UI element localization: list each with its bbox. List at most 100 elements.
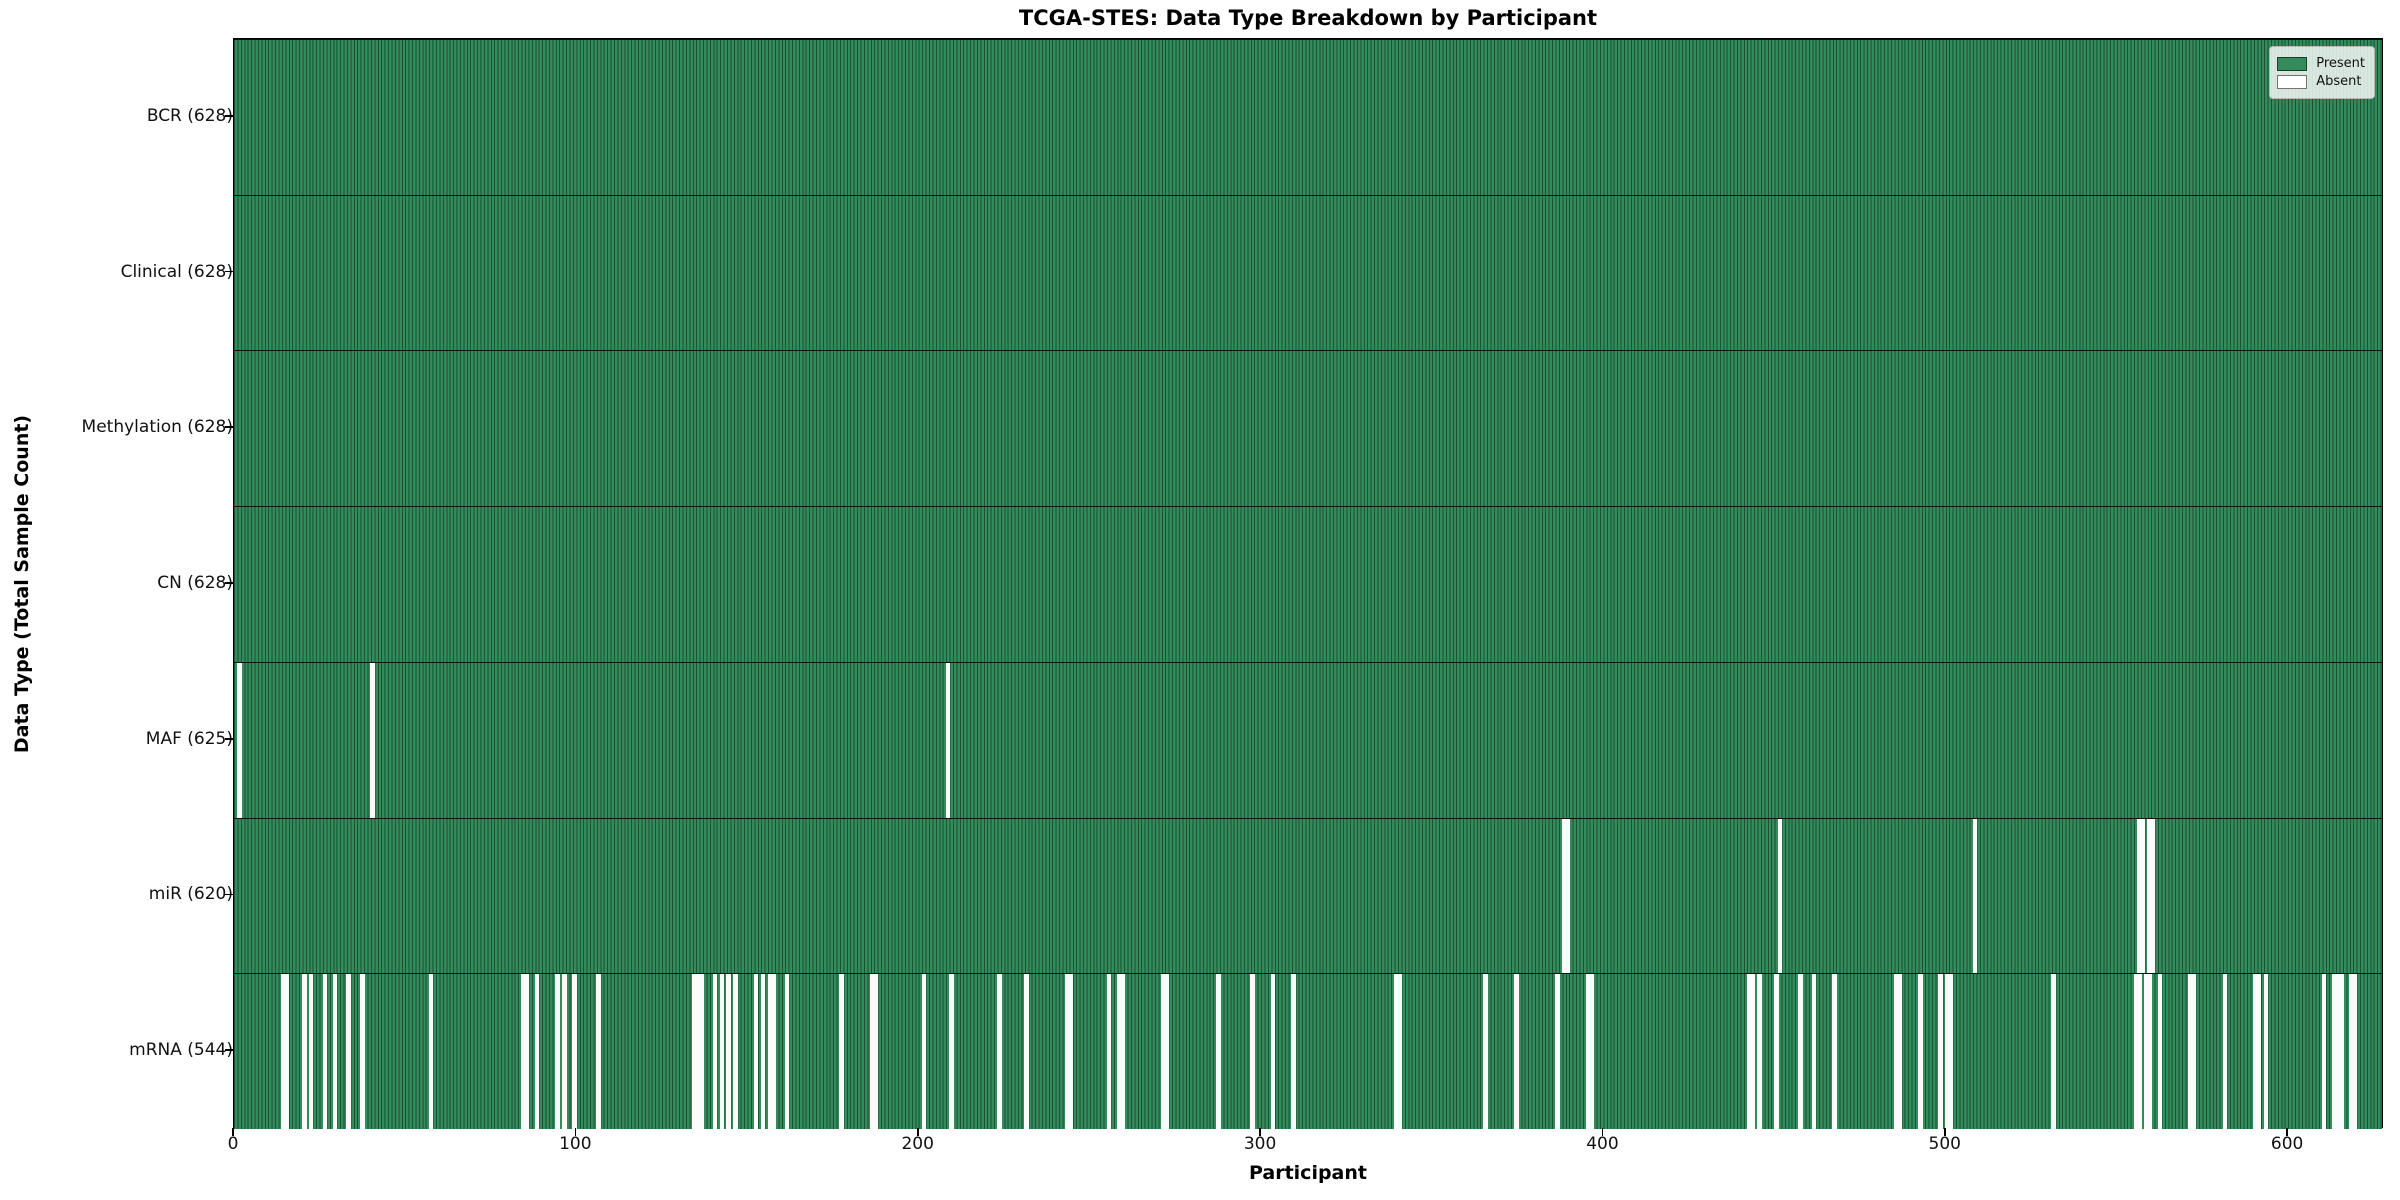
absent-stripe	[949, 974, 954, 1129]
absent-stripe	[534, 974, 540, 1129]
legend: Present Absent	[2269, 46, 2375, 99]
absent-stripe	[1774, 974, 1779, 1129]
absent-stripe	[873, 974, 879, 1129]
absent-stripe	[712, 974, 718, 1129]
absent-stripe	[921, 974, 927, 1129]
absent-stripe	[236, 662, 242, 818]
xtick-mark	[574, 1128, 577, 1136]
absent-stripe	[360, 974, 365, 1129]
absent-stripe	[1746, 974, 1752, 1129]
absent-stripe	[2253, 974, 2258, 1129]
ytick-mark	[225, 426, 233, 429]
absent-stripe	[1897, 974, 1902, 1129]
absent-stripe	[692, 974, 697, 1129]
absent-stripe	[733, 974, 738, 1129]
absent-stripe	[839, 974, 845, 1129]
absent-stripe	[2137, 818, 2142, 974]
row-mir	[234, 817, 2382, 974]
xtick-mark	[232, 1128, 234, 1136]
absent-stripe	[870, 974, 875, 1129]
row-clinical	[234, 194, 2382, 351]
absent-stripe	[2335, 974, 2341, 1129]
absent-stripe	[945, 662, 951, 818]
xtick-mark	[1601, 1128, 1604, 1136]
absent-stripe	[322, 974, 328, 1129]
absent-stripe	[2150, 818, 2156, 974]
absent-stripe	[1397, 974, 1403, 1129]
absent-stripe	[996, 974, 1002, 1129]
absent-stripe	[2188, 974, 2193, 1129]
absent-stripe	[572, 974, 578, 1129]
absent-stripe	[1893, 974, 1899, 1129]
ytick-mark	[225, 1049, 233, 1051]
absent-stripe	[1065, 974, 1071, 1129]
absent-stripe	[719, 974, 725, 1129]
absent-stripe	[346, 974, 352, 1129]
xtick-mark	[916, 1128, 919, 1136]
absent-stripe	[1513, 974, 1519, 1129]
absent-stripe	[1291, 974, 1296, 1129]
absent-stripe	[1750, 974, 1755, 1129]
absent-stripe	[1120, 974, 1125, 1129]
absent-stripe	[2140, 818, 2146, 974]
absent-stripe	[2352, 974, 2358, 1129]
legend-swatch-absent	[2277, 74, 2308, 89]
absent-stripe	[2137, 974, 2142, 1129]
row-cn	[234, 506, 2382, 662]
xtick-label-0: 0	[227, 1134, 239, 1154]
absent-stripe	[524, 974, 530, 1129]
xtick-label-300: 300	[1243, 1134, 1277, 1154]
plot-area: Present Absent	[233, 38, 2383, 1129]
absent-stripe	[2256, 974, 2262, 1129]
absent-stripe	[1777, 818, 1783, 974]
absent-stripe	[784, 974, 790, 1129]
x-axis-label: Participant	[1248, 1162, 1367, 1184]
absent-stripe	[281, 974, 287, 1129]
absent-stripe	[1917, 974, 1923, 1129]
absent-stripe	[2157, 974, 2163, 1129]
absent-stripe	[370, 662, 376, 818]
absent-stripe	[767, 974, 773, 1129]
absent-stripe	[1068, 974, 1074, 1129]
absent-stripe	[1106, 974, 1112, 1129]
absent-stripe	[2321, 974, 2327, 1129]
absent-stripe	[2338, 974, 2344, 1129]
absent-stripe	[2133, 974, 2139, 1129]
row-methylation	[234, 350, 2382, 507]
absent-stripe	[1972, 818, 1978, 974]
absent-stripe	[332, 974, 338, 1129]
ytick-mark	[225, 582, 233, 584]
absent-stripe	[2147, 818, 2152, 974]
absent-stripe	[1161, 974, 1166, 1129]
absent-stripe	[2143, 974, 2149, 1129]
absent-stripe	[695, 974, 701, 1129]
absent-stripe	[753, 974, 759, 1129]
legend-label: Present	[2316, 56, 2365, 71]
chart-title: TCGA-STES: Data Type Breakdown by Partic…	[1018, 6, 1598, 30]
absent-stripe	[1589, 974, 1594, 1129]
absent-stripe	[1938, 974, 1944, 1129]
absent-stripe	[1811, 974, 1817, 1129]
legend-entry-absent: Absent	[2277, 74, 2365, 89]
ytick-mark	[225, 893, 233, 896]
absent-stripe	[1756, 974, 1762, 1129]
absent-stripe	[1116, 974, 1122, 1129]
ytick-label-cn: CN (628)	[157, 573, 233, 593]
absent-stripe	[2332, 974, 2337, 1129]
xtick-label-200: 200	[901, 1134, 934, 1154]
absent-stripe	[1164, 974, 1170, 1129]
absent-stripe	[2222, 974, 2228, 1129]
absent-stripe	[1216, 974, 1221, 1129]
ytick-mark	[225, 115, 233, 117]
absent-stripe	[1024, 974, 1029, 1129]
absent-stripe	[308, 974, 314, 1129]
absent-stripe	[2191, 974, 2197, 1129]
absent-stripe	[2349, 974, 2354, 1129]
absent-stripe	[2051, 974, 2057, 1129]
absent-stripe	[1585, 974, 1591, 1129]
absent-stripe	[1561, 818, 1567, 974]
legend-entry-present: Present	[2277, 56, 2365, 71]
absent-stripe	[1250, 974, 1255, 1129]
xtick-label-100: 100	[559, 1134, 592, 1154]
